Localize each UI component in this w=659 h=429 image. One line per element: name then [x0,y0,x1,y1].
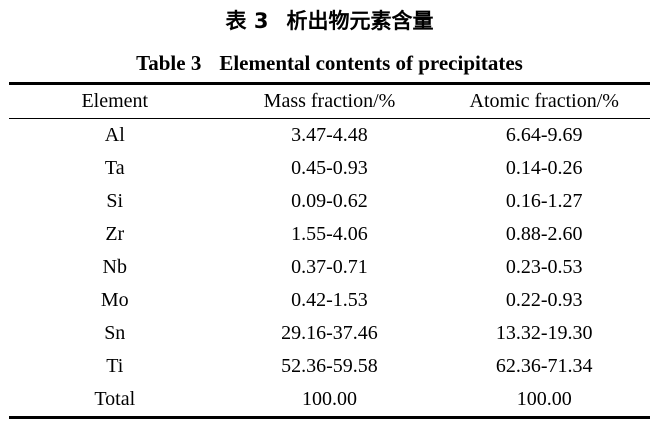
mass-fraction-cell: 29.16-37.46 [281,322,378,344]
atomic-fraction-cell: 0.88-2.60 [505,223,583,245]
atomic-fraction-cell: 100.00 [516,388,572,410]
element-cell: Ta [104,157,125,179]
table-title-en: Table 3 Elemental contents of precipitate… [0,50,659,76]
mass-fraction-cell: 52.36-59.58 [281,355,378,377]
table-row: Ta 0.45-0.93 0.14-0.26 [9,152,650,185]
element-cell: Al [104,124,125,146]
table-number-zh: 表 3 [225,9,269,33]
element-cell: Ti [106,355,124,377]
header-mass-fraction: Mass fraction/% [220,83,439,119]
atomic-fraction-cell: 13.32-19.30 [495,322,593,344]
table-row: Nb 0.37-0.71 0.23-0.53 [9,251,650,284]
atomic-fraction-cell: 0.14-0.26 [505,157,583,179]
header-atomic-fraction: Atomic fraction/% [438,83,650,119]
table-row: Si 0.09-0.62 0.16-1.27 [9,185,650,218]
mass-fraction-cell: 100.00 [301,388,357,410]
element-cell: Sn [104,322,126,344]
header-element: Element [9,83,221,119]
atomic-fraction-cell: 6.64-9.69 [505,124,583,146]
table-row: Mo 0.42-1.53 0.22-0.93 [9,284,650,317]
table-header-row: Element Mass fraction/% Atomic fraction/… [9,83,650,119]
element-cell: Nb [102,256,127,278]
element-cell: Mo [100,289,129,311]
mass-fraction-cell: 3.47-4.48 [291,124,368,146]
table-caption-zh: 析出物元素含量 [286,9,434,33]
atomic-fraction-cell: 0.22-0.93 [505,289,583,311]
mass-fraction-cell: 0.45-0.93 [291,157,368,179]
atomic-fraction-cell: 62.36-71.34 [495,355,593,377]
mass-fraction-cell: 0.42-1.53 [291,289,368,311]
mass-fraction-cell: 0.09-0.62 [291,190,368,212]
table-row: Al 3.47-4.48 6.64-9.69 [9,119,650,153]
atomic-fraction-cell: 0.23-0.53 [505,256,583,278]
element-cell: Total [94,388,136,410]
element-cell: Zr [105,223,125,245]
atomic-fraction-cell: 0.16-1.27 [505,190,583,212]
mass-fraction-cell: 0.37-0.71 [291,256,368,278]
table-number-en: Table 3 [136,51,202,75]
table-title-zh: 表 3 析出物元素含量 [0,8,659,34]
element-cell: Si [106,190,124,212]
table-row: Zr 1.55-4.06 0.88-2.60 [9,218,650,251]
table-caption-en: Elemental contents of precipitates [219,51,523,75]
precipitates-table: Element Mass fraction/% Atomic fraction/… [9,82,650,419]
table-row: Ti 52.36-59.58 62.36-71.34 [9,350,650,383]
mass-fraction-cell: 1.55-4.06 [291,223,368,245]
table-row: Sn 29.16-37.46 13.32-19.30 [9,317,650,350]
table-row-total: Total 100.00 100.00 [9,383,650,418]
